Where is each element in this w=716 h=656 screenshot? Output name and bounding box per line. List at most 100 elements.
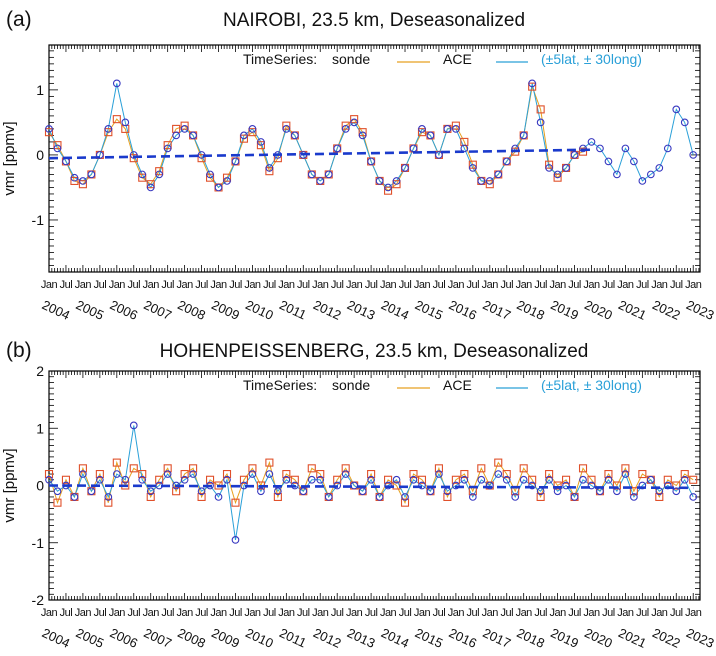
data-point-sonde xyxy=(282,121,291,130)
data-point-sonde xyxy=(129,464,138,473)
data-point-ace xyxy=(630,157,638,166)
x-month-label: Jul xyxy=(399,279,412,291)
data-point-sonde xyxy=(638,469,647,479)
data-point-sonde xyxy=(180,121,189,130)
data-point-sonde xyxy=(663,475,672,484)
data-point-sonde xyxy=(61,475,71,484)
data-point-ace xyxy=(104,125,113,133)
x-month-label: Jan xyxy=(685,607,702,619)
x-month-label: Jul xyxy=(467,607,480,619)
data-point-ace xyxy=(485,481,494,490)
x-month-label: Jan xyxy=(278,279,295,291)
y-tick-label: 0 xyxy=(36,147,44,163)
data-point-sonde xyxy=(519,464,528,473)
data-point-sonde xyxy=(409,469,418,479)
x-month-label: Jul xyxy=(263,607,276,619)
data-point-sonde xyxy=(333,475,342,484)
data-point-ace xyxy=(231,157,240,166)
x-month-label: Jul xyxy=(670,607,683,619)
data-point-sonde xyxy=(138,173,147,182)
legend-sonde-label: sonde xyxy=(332,377,370,393)
data-point-ace xyxy=(129,421,138,430)
data-point-ace xyxy=(265,470,274,478)
data-point-sonde xyxy=(256,141,265,150)
data-point-sonde xyxy=(689,475,698,484)
data-point-ace xyxy=(587,138,596,146)
data-point-ace xyxy=(138,475,147,484)
data-point-sonde xyxy=(553,173,562,182)
x-year-label: 2019 xyxy=(548,625,581,651)
data-point-sonde xyxy=(231,498,240,507)
x-month-label: Jul xyxy=(365,607,378,619)
data-point-sonde xyxy=(104,128,113,137)
data-point-ace xyxy=(655,164,664,172)
data-point-ace xyxy=(138,170,147,179)
data-point-ace xyxy=(587,481,596,490)
x-year-label: 2018 xyxy=(514,297,547,323)
data-point-ace xyxy=(485,177,494,185)
x-month-label: Jul xyxy=(433,607,446,619)
data-point-ace xyxy=(79,470,87,478)
data-point-ace xyxy=(231,536,240,544)
data-point-sonde xyxy=(95,469,104,479)
data-point-ace xyxy=(163,470,172,478)
data-point-sonde xyxy=(392,180,401,189)
x-month-label: Jul xyxy=(127,607,140,619)
data-point-sonde xyxy=(612,481,621,490)
data-point-sonde xyxy=(384,475,393,484)
data-point-ace xyxy=(316,177,325,185)
data-point-ace xyxy=(562,481,570,490)
data-point-sonde xyxy=(621,464,630,473)
panel-label: (b) xyxy=(6,339,32,362)
data-point-ace xyxy=(112,470,121,478)
x-month-label: Jan xyxy=(583,279,600,291)
data-point-ace xyxy=(553,170,562,179)
data-point-sonde xyxy=(146,492,155,502)
data-point-sonde xyxy=(44,128,54,137)
legend-ace-note: (±5lat, ± 30long) xyxy=(541,51,642,67)
data-point-sonde xyxy=(112,458,121,467)
x-month-label: Jul xyxy=(60,607,73,619)
data-point-ace xyxy=(468,493,477,501)
x-year-label: 2011 xyxy=(277,625,309,650)
data-point-sonde xyxy=(265,458,274,467)
x-year-label: 2021 xyxy=(616,625,649,651)
data-point-ace xyxy=(519,131,528,140)
x-month-label: Jul xyxy=(94,607,107,619)
data-point-ace xyxy=(663,144,672,153)
x-year-label: 2019 xyxy=(548,297,581,323)
x-year-label: 2005 xyxy=(74,625,107,651)
data-point-sonde xyxy=(350,115,359,124)
data-point-ace xyxy=(604,157,613,166)
x-month-label: Jan xyxy=(75,279,92,291)
data-point-sonde xyxy=(155,475,164,484)
data-point-sonde xyxy=(587,475,596,484)
y-tick-label: -1 xyxy=(32,212,45,228)
data-point-ace xyxy=(494,170,503,179)
data-point-ace xyxy=(324,493,333,501)
data-point-sonde xyxy=(477,464,486,473)
data-point-ace xyxy=(257,138,265,146)
data-point-ace xyxy=(367,157,375,166)
data-point-sonde xyxy=(172,487,181,496)
data-point-sonde xyxy=(206,475,215,484)
x-month-label: Jul xyxy=(433,279,446,291)
x-month-label: Jan xyxy=(109,607,126,619)
y-axis-label: vmr [ppmv] xyxy=(1,448,18,522)
data-point-sonde xyxy=(53,498,62,507)
data-point-sonde xyxy=(112,115,121,124)
y-tick-label: 1 xyxy=(36,82,44,98)
x-month-label: Jul xyxy=(365,279,378,291)
data-point-ace xyxy=(333,144,342,153)
x-month-label: Jul xyxy=(602,607,615,619)
x-month-label: Jul xyxy=(60,279,73,291)
data-point-ace xyxy=(223,475,231,484)
data-point-sonde xyxy=(528,82,537,91)
y-tick-label: -2 xyxy=(32,592,45,608)
data-point-ace xyxy=(426,131,435,140)
x-month-label: Jul xyxy=(331,279,344,291)
x-month-label: Jan xyxy=(109,279,126,291)
x-month-label: Jan xyxy=(651,279,668,291)
data-point-ace xyxy=(53,144,62,153)
x-month-label: Jan xyxy=(414,607,431,619)
